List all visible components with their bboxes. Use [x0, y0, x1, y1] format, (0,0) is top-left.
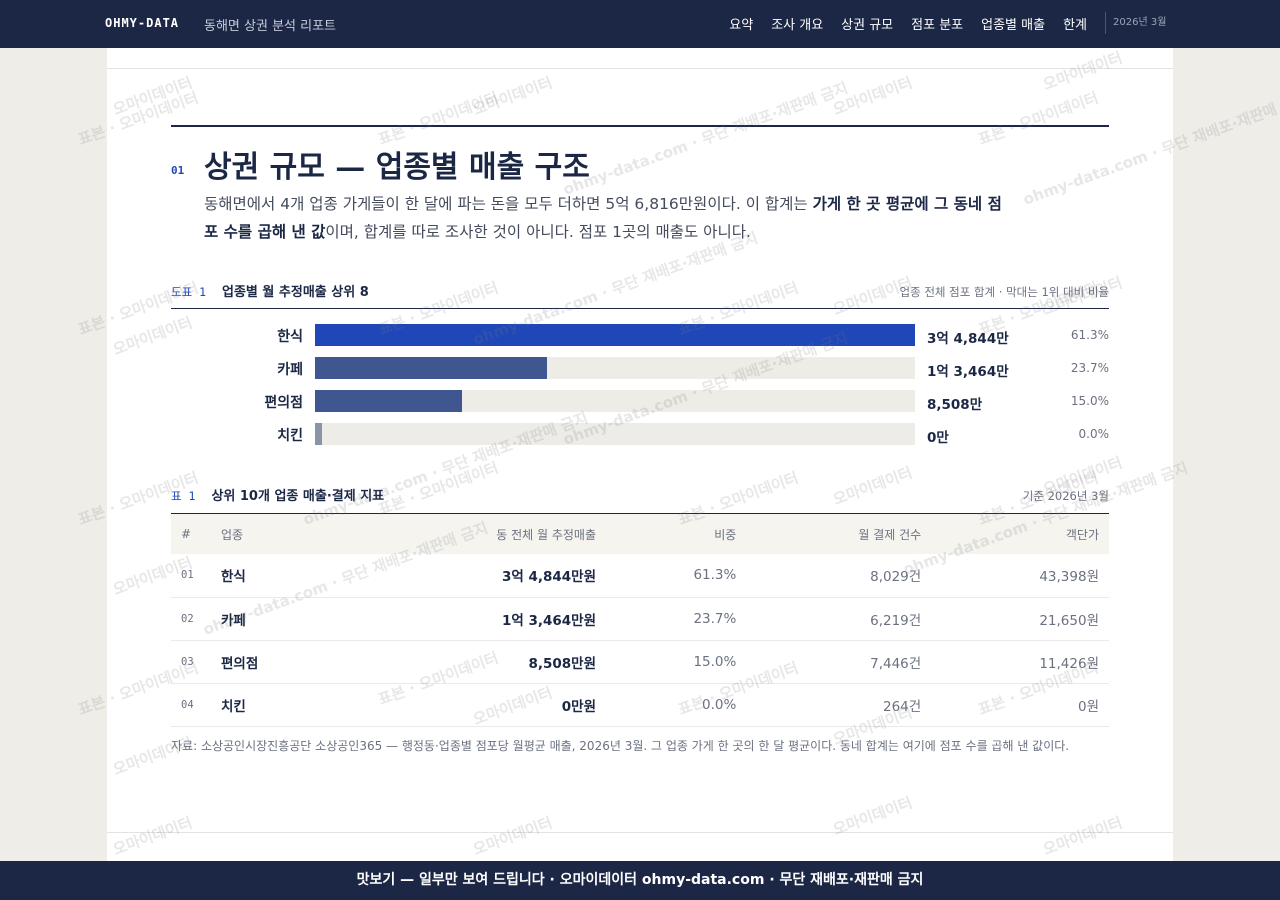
table: # 업종 동 전체 월 추정매출 비중 월 결제 건수 객단가 01 한식 3억 4,844만원… [171, 514, 1109, 727]
table-cell: 03 [171, 640, 211, 684]
report-title: 동해면 상권 분석 리포트 [204, 19, 336, 34]
footer-banner: 맛보기 — 일부만 보여 드립니다 · 오마이데이터 ohmy-data.com… [0, 861, 1280, 900]
bar-label: 카페 [277, 362, 303, 378]
table-cell: 편의점 [211, 640, 339, 684]
column-header: 업종 [211, 514, 339, 554]
section-number: 01 [171, 164, 185, 177]
nav-link[interactable]: 조사 개요 [771, 18, 824, 33]
table-cell: 0만원 [338, 683, 607, 727]
table-cell: 7,446건 [746, 640, 932, 684]
nav-link[interactable]: 점포 분포 [911, 18, 964, 33]
bar-share: 0.0% [1078, 427, 1110, 441]
table-row: 02 카페 1억 3,464만원 23.7% 6,219건 21,650원 [171, 597, 1109, 641]
table-header: 표 1 상위 10개 업종 매출·결제 지표 기준 2026년 3월 [171, 485, 1109, 504]
intro-text: 이며, 합계를 따로 조사한 것이 아니다. 점포 1곳의 매출도 아니다. [325, 223, 751, 241]
top-bar: OHMY-DATA 동해면 상권 분석 리포트 요약 조사 개요 상권 규모 점포 분… [0, 0, 1280, 48]
bar-row: 편의점 8,508만 15.0% [171, 390, 1109, 413]
column-header: 동 전체 월 추정매출 [338, 514, 607, 554]
table-cell: 15.0% [606, 640, 747, 684]
bar [315, 357, 547, 379]
bar-share: 15.0% [1070, 394, 1109, 408]
table-cell: 61.3% [606, 554, 747, 598]
table-rule [171, 513, 1109, 514]
table-cell: 264건 [746, 683, 932, 727]
table-cell: 04 [171, 683, 211, 727]
intro-emphasis: 가게 한 곳 평균에 그 동네 점포 수를 곱해 낸 값 [204, 195, 1002, 241]
section-rule [171, 125, 1109, 127]
bar-label: 한식 [277, 329, 303, 345]
divider [107, 68, 1173, 69]
figure-note: 업종 전체 점포 합계 · 막대는 1위 대비 비율 [899, 285, 1110, 299]
table-tag: 표 1 [171, 489, 196, 503]
table-note: 기준 2026년 3월 [1022, 489, 1109, 503]
column-header: 비중 [606, 514, 747, 554]
nav-link[interactable]: 한계 [1063, 18, 1087, 33]
bar-row: 치킨 0만 0.0% [171, 423, 1110, 446]
bar-label: 편의점 [264, 395, 303, 411]
intro-text: 동해면에서 4개 업종 가게들이 한 달에 파는 돈을 모두 더하면 5억 6,… [204, 195, 813, 213]
nav-link[interactable]: 상권 규모 [841, 18, 894, 33]
table-cell: 02 [171, 597, 211, 641]
table-cell: 8,508만원 [338, 640, 607, 684]
figure-rule [171, 308, 1109, 309]
bar [315, 423, 322, 445]
figure-title: 업종별 월 추정매출 상위 8 [222, 285, 369, 300]
bar-track [315, 324, 915, 346]
header-row: # 업종 동 전체 월 추정매출 비중 월 결제 건수 객단가 [171, 514, 1109, 554]
bar-track [315, 357, 915, 379]
source-note: 자료: 소상공인시장진흥공단 소상공인365 — 행정동·업종별 점포당 월평균… [171, 739, 1070, 753]
table-cell: 21,650원 [931, 597, 1109, 641]
table-row: 03 편의점 8,508만원 15.0% 7,446건 11,426원 [171, 640, 1109, 684]
bar-value-label: 3억 4,844만 [927, 331, 1009, 347]
column-header: 월 결제 건수 [746, 514, 932, 554]
table-cell: 23.7% [606, 597, 747, 641]
divider [107, 832, 1173, 833]
bar-value-label: 8,508만 [927, 397, 983, 413]
bar-share: 61.3% [1070, 328, 1109, 342]
table-row: 01 한식 3억 4,844만원 61.3% 8,029건 43,398원 [171, 554, 1109, 598]
column-header: 객단가 [931, 514, 1109, 554]
table-cell: 카페 [211, 597, 339, 641]
table-cell: 0.0% [606, 683, 747, 727]
figure-tag: 도표 1 [171, 285, 207, 299]
section-title: 상권 규모 — 업종별 매출 구조 [204, 150, 590, 185]
table-cell: 8,029건 [746, 554, 932, 598]
table-cell: 01 [171, 554, 211, 598]
bar-row: 카페 1억 3,464만 23.7% [171, 357, 1109, 380]
table-cell: 11,426원 [931, 640, 1109, 684]
brand[interactable]: OHMY-DATA [105, 16, 180, 30]
paper: 01 상권 규모 — 업종별 매출 구조 동해면에서 4개 업종 가게들이 한 … [107, 48, 1173, 861]
table-cell: 6,219건 [746, 597, 932, 641]
table-cell: 한식 [211, 554, 339, 598]
nav-link[interactable]: 요약 [729, 18, 754, 33]
table-body: 01 한식 3억 4,844만원 61.3% 8,029건 43,398원 02 카페 1억 3… [171, 554, 1109, 727]
intro: 동해면에서 4개 업종 가게들이 한 달에 파는 돈을 모두 더하면 5억 6,… [204, 190, 1014, 246]
table-row: 04 치킨 0만원 0.0% 264건 0원 [171, 683, 1109, 727]
bar-label: 치킨 [277, 428, 303, 444]
bar-value-label: 1억 3,464만 [927, 364, 1009, 380]
nav-link[interactable]: 업종별 매출 [981, 18, 1046, 33]
report-date: 2026년 3월 [1105, 12, 1166, 34]
column-header: # [171, 514, 211, 554]
bar-track [315, 390, 915, 412]
table-title: 상위 10개 업종 매출·결제 지표 [211, 489, 385, 504]
bar-value-label: 0만 [927, 430, 949, 446]
nav: 요약 조사 개요 상권 규모 점포 분포 업종별 매출 한계 [729, 14, 1087, 33]
bar [315, 390, 462, 412]
bar [315, 324, 915, 346]
bar-track [315, 423, 915, 445]
table-cell: 3억 4,844만원 [338, 554, 607, 598]
table-cell: 0원 [931, 683, 1109, 727]
figure-header: 도표 1 업종별 월 추정매출 상위 8 업종 전체 점포 합계 · 막대는 1… [171, 281, 1109, 300]
table-cell: 1억 3,464만원 [338, 597, 607, 641]
table-cell: 치킨 [211, 683, 339, 727]
table-cell: 43,398원 [931, 554, 1109, 598]
bar-share: 23.7% [1070, 361, 1109, 375]
bar-row: 한식 3억 4,844만 61.3% [171, 324, 1109, 347]
